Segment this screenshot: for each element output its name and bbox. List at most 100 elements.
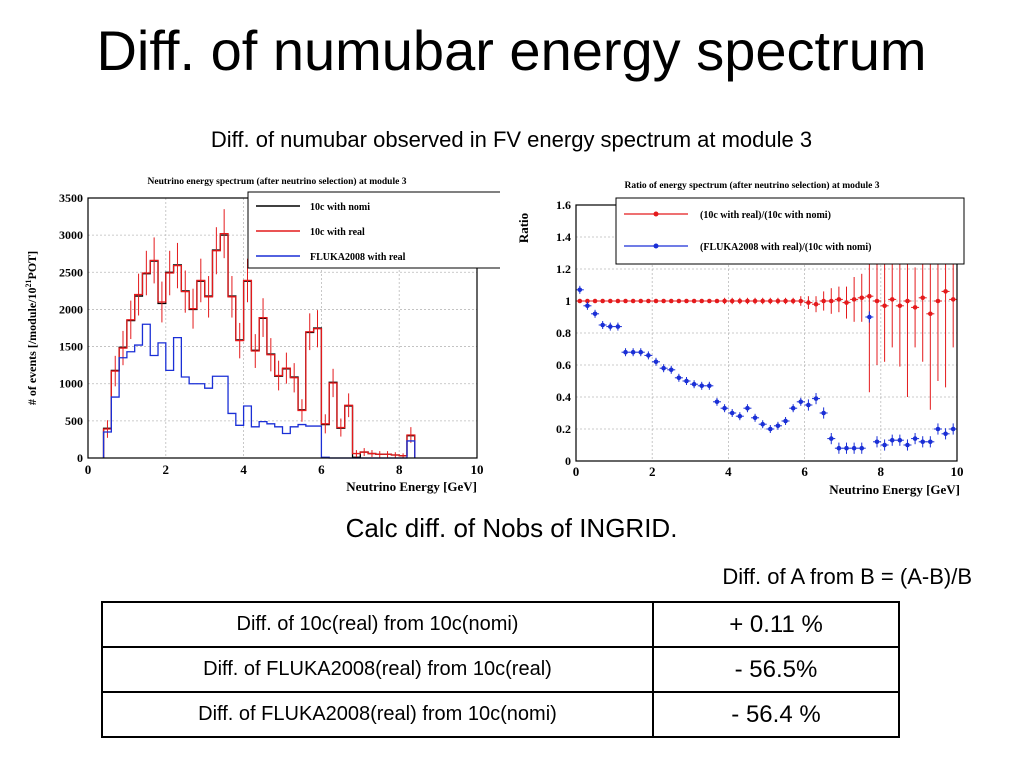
data-point (623, 298, 628, 304)
data-point (745, 298, 750, 304)
data-point (592, 298, 598, 304)
data-point (867, 314, 872, 320)
data-point (691, 381, 697, 387)
data-point (752, 298, 758, 304)
x-tick-label: 6 (801, 464, 808, 479)
data-point (950, 297, 956, 302)
data-point (920, 295, 926, 301)
slide-title: Diff. of numubar energy spectrum (96, 19, 927, 82)
data-point (889, 297, 895, 302)
data-point (928, 311, 933, 317)
y-tick-label: 0 (77, 451, 83, 465)
calc-description: Calc diff. of Nobs of INGRID. (345, 513, 678, 543)
data-point (722, 405, 727, 411)
data-point (920, 439, 926, 445)
y-tick-label: 1.6 (556, 198, 571, 212)
data-point (836, 445, 842, 451)
data-point (813, 301, 819, 307)
data-point (912, 305, 918, 310)
data-point (844, 445, 849, 451)
data-point (897, 303, 903, 309)
y-tick-label: 1 (565, 294, 571, 308)
data-point (638, 298, 644, 304)
ratio-chart: Ratio of energy spectrum (after neutrino… (508, 172, 978, 502)
y-tick-label: 3000 (59, 228, 83, 242)
data-point (935, 298, 941, 304)
data-point (851, 445, 857, 451)
data-point (737, 413, 743, 419)
x-tick-label: 0 (573, 464, 580, 479)
chart1-xlabel: Neutrino Energy [GeV] (346, 479, 477, 494)
table-row: Diff. of FLUKA2008(real) from 10c(real) … (101, 646, 900, 693)
data-point (821, 410, 826, 416)
chart2-ticks: 0 2 4 6 8 10 0 0.2 0.4 0.6 0.8 1 1.2 1.4 1.6 (556, 198, 964, 479)
data-point (691, 298, 697, 304)
chart2-title: Ratio of energy spectrum (after neutrino… (625, 180, 880, 191)
x-tick-label: 8 (878, 464, 885, 479)
x-tick-label: 0 (85, 462, 92, 477)
x-tick-label: 10 (471, 462, 484, 477)
y-tick-label: 1.4 (556, 230, 571, 244)
data-point (600, 322, 605, 328)
data-point (607, 324, 613, 329)
data-point (760, 298, 765, 304)
data-point (653, 359, 659, 365)
x-tick-label: 8 (396, 462, 403, 477)
legend-label: (10c with real)/(10c with nomi) (700, 210, 831, 221)
data-point (661, 365, 666, 371)
data-point (882, 303, 887, 309)
data-point (790, 298, 796, 304)
x-tick-label: 4 (240, 462, 247, 477)
data-point (806, 300, 811, 305)
data-point (905, 442, 910, 448)
y-tick-label: 1000 (59, 377, 83, 391)
data-point (729, 410, 735, 416)
data-point (935, 426, 941, 432)
y-tick-label: 2000 (59, 302, 83, 316)
data-point (684, 298, 689, 304)
result-label: Diff. of FLUKA2008(real) from 10c(real) (101, 646, 654, 693)
data-point (699, 383, 705, 389)
data-point (783, 298, 788, 304)
data-point (928, 439, 933, 445)
result-label: Diff. of FLUKA2008(real) from 10c(nomi) (101, 691, 654, 738)
slide-subtitle: Diff. of numubar observed in FV energy s… (210, 127, 813, 152)
data-point (592, 311, 598, 317)
data-point (859, 445, 865, 451)
x-tick-label: 6 (318, 462, 325, 477)
data-point (889, 437, 895, 443)
data-point (668, 298, 674, 304)
data-point (806, 402, 811, 408)
data-point (577, 287, 583, 293)
y-tick-label: 1500 (59, 340, 83, 354)
x-tick-label: 2 (649, 464, 656, 479)
x-tick-label: 2 (163, 462, 170, 477)
table-row: Diff. of FLUKA2008(real) from 10c(nomi) … (101, 691, 900, 738)
data-point (607, 298, 613, 304)
data-point (851, 297, 857, 302)
data-point (882, 442, 887, 448)
data-point (897, 437, 903, 443)
y-tick-label: 500 (65, 414, 83, 428)
data-point (699, 298, 705, 304)
data-point (653, 298, 659, 304)
data-point (577, 298, 583, 304)
data-point (668, 367, 674, 373)
data-point (943, 431, 948, 437)
data-point (676, 375, 682, 381)
results-table: Diff. of 10c(real) from 10c(nomi) + 0.11… (101, 601, 900, 738)
x-tick-label: 10 (951, 464, 964, 479)
data-point (798, 298, 804, 304)
legend-marker (653, 243, 659, 249)
legend-label: (FLUKA2008 with real)/(10c with nomi) (700, 242, 871, 253)
data-point (585, 298, 590, 304)
data-point (828, 436, 834, 441)
legend-box (615, 197, 965, 265)
data-point (844, 300, 849, 305)
data-point (821, 298, 826, 304)
data-point (722, 298, 727, 304)
data-point (768, 298, 773, 304)
result-value: + 0.11 % (652, 601, 900, 648)
data-point (714, 298, 720, 304)
legend-label: 10c with nomi (310, 202, 370, 213)
